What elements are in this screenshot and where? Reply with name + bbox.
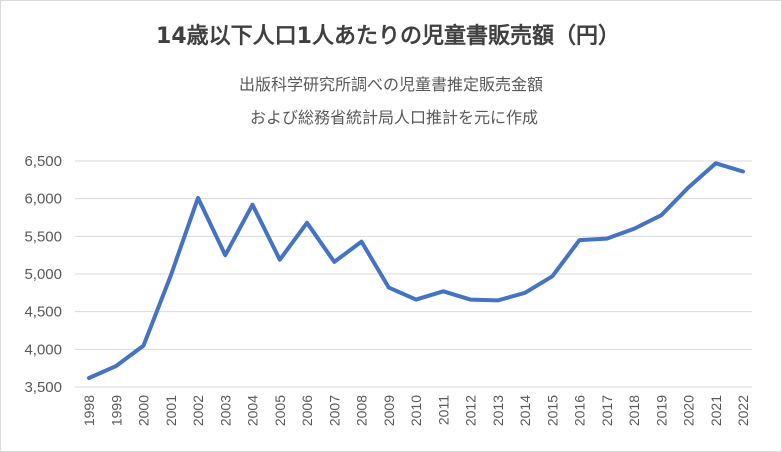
x-tick-label: 2001 — [163, 395, 179, 426]
x-tick-label: 2004 — [245, 395, 261, 426]
y-tick-label: 6,000 — [24, 191, 62, 208]
x-tick-label: 2015 — [544, 395, 560, 426]
x-tick-label: 1998 — [81, 395, 97, 426]
x-tick-label: 2018 — [626, 395, 642, 426]
x-tick-label: 2017 — [599, 395, 615, 426]
y-tick-label: 6,500 — [24, 153, 62, 170]
x-tick-label: 2021 — [708, 395, 724, 426]
x-tick-label: 2020 — [681, 395, 697, 426]
x-tick-label: 2013 — [490, 395, 506, 426]
x-tick-label: 2003 — [217, 395, 233, 426]
gridlines — [75, 160, 752, 388]
chart-subtitle-line-1: 出版科学研究所調べの児童書推定販売金額 — [238, 75, 543, 94]
series-line — [87, 161, 745, 380]
x-tick-label: 2002 — [190, 395, 206, 426]
x-tick-label: 2006 — [299, 395, 315, 426]
x-tick-label: 2011 — [435, 395, 451, 425]
y-tick-label: 3,500 — [24, 379, 62, 396]
x-tick-label: 2012 — [463, 395, 479, 426]
x-tick-label: 2008 — [354, 395, 370, 426]
x-tick-label: 2014 — [517, 395, 533, 426]
x-tick-label: 2010 — [408, 395, 424, 426]
y-tick-label: 5,000 — [24, 266, 62, 283]
chart-subtitle-line-2: および総務省統計局人口推計を元に作成 — [249, 108, 538, 127]
series-layer — [87, 161, 745, 380]
chart-title-text: 14歳以下人口1人あたりの児童書販売額（円） — [156, 24, 620, 49]
chart-title: 14歳以下人口1人あたりの児童書販売額（円） — [0, 18, 782, 50]
x-tick-label: 2019 — [653, 395, 669, 426]
y-tick-label: 5,500 — [24, 228, 62, 245]
x-tick-label: 2007 — [326, 395, 342, 426]
x-tick-label: 2000 — [136, 395, 152, 426]
x-tick-label: 2005 — [272, 395, 288, 426]
x-tick-label: 2009 — [381, 395, 397, 426]
y-axis-tick-labels: 3,500 4,000 4,500 5,000 5,500 6,000 6,500 — [24, 153, 62, 396]
x-tick-label: 2022 — [735, 395, 751, 426]
x-axis-tick-labels: 1998 1999 2000 2001 2002 2003 2004 2005 2006 2007… — [81, 395, 751, 426]
y-tick-label: 4,000 — [24, 341, 62, 358]
x-tick-label: 2016 — [572, 395, 588, 426]
x-tick-label: 1999 — [108, 395, 124, 426]
y-tick-label: 4,500 — [24, 304, 62, 321]
